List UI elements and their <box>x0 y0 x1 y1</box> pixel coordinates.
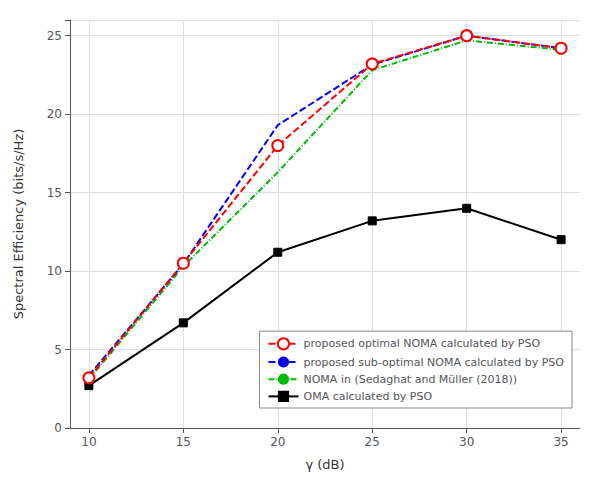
svg-text:25: 25 <box>365 435 380 449</box>
svg-text:20: 20 <box>47 107 62 121</box>
svg-text:15: 15 <box>47 186 62 200</box>
svg-text:0: 0 <box>54 421 62 435</box>
svg-text:OMA calculated by PSO: OMA calculated by PSO <box>303 390 432 403</box>
svg-text:10: 10 <box>81 435 96 449</box>
svg-text:20: 20 <box>270 435 285 449</box>
svg-text:5: 5 <box>54 343 62 357</box>
svg-text:proposed sub-optimal NOMA calc: proposed sub-optimal NOMA calculated by … <box>303 356 564 369</box>
svg-text:10: 10 <box>47 264 62 278</box>
svg-text:Spectral Efficiency (bits/s/Hz: Spectral Efficiency (bits/s/Hz) <box>11 129 26 320</box>
svg-text:proposed optimal NOMA calculat: proposed optimal NOMA calculated by PSO <box>303 337 540 350</box>
svg-text:NOMA in (Sedaghat and Müller (: NOMA in (Sedaghat and Müller (2018)) <box>303 373 517 386</box>
svg-text:25: 25 <box>47 29 62 43</box>
svg-text:35: 35 <box>553 435 568 449</box>
svg-text:30: 30 <box>459 435 474 449</box>
svg-text:15: 15 <box>176 435 191 449</box>
svg-text:γ (dB): γ (dB) <box>305 457 344 472</box>
